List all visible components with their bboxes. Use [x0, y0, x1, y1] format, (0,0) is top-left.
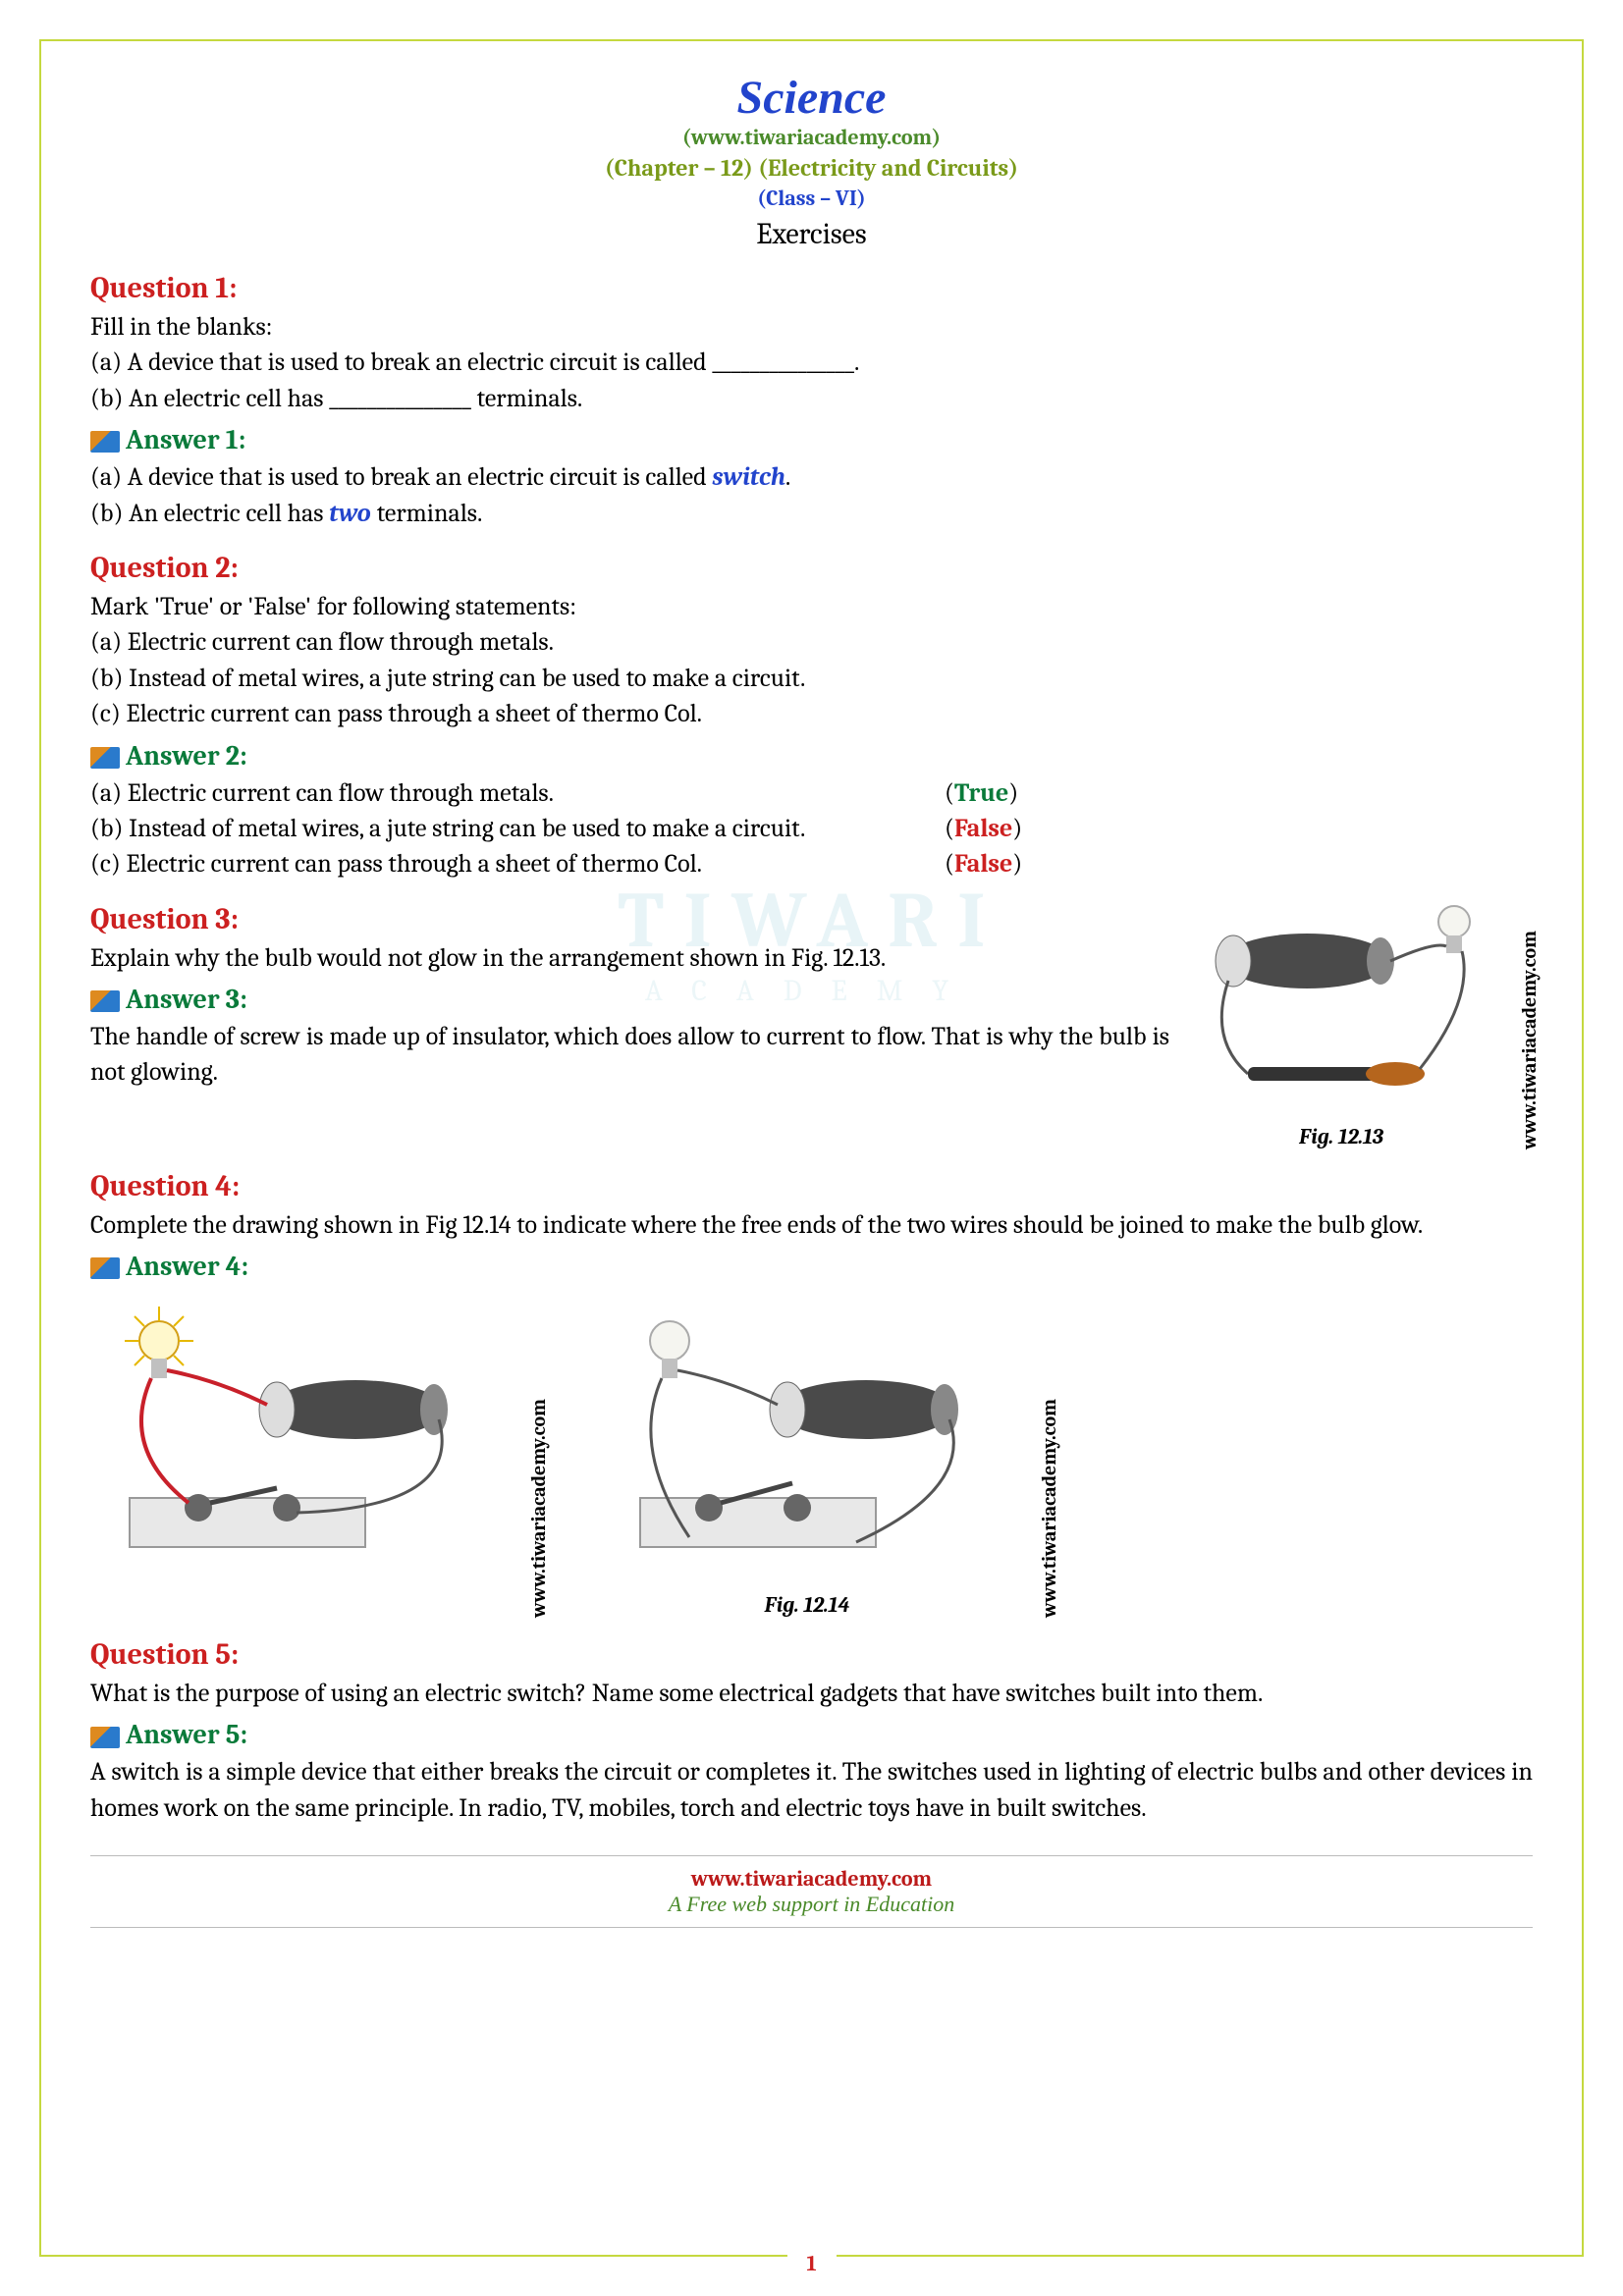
a4-label: Answer 4:	[90, 1251, 1533, 1282]
a5-label: Answer 5:	[90, 1719, 1533, 1750]
footer-tag: A Free web support in Education	[90, 1892, 1533, 1917]
page-border: TIWARI ACADEMY Science (www.tiwariacadem…	[39, 39, 1584, 2257]
exercises-heading: Exercises	[90, 217, 1533, 251]
a2-c-paren: (False)	[945, 846, 1022, 881]
website-link: (www.tiwariacademy.com)	[90, 125, 1533, 150]
a5-text: A switch is a simple device that either …	[90, 1754, 1533, 1826]
a2-row-a: (a) Electric current can flow through me…	[90, 775, 1533, 811]
q5-text: What is the purpose of using an electric…	[90, 1676, 1533, 1711]
footer-url: www.tiwariacademy.com	[90, 1866, 1533, 1892]
q1-intro: Fill in the blanks:	[90, 309, 1533, 345]
a2-row-b: (b) Instead of metal wires, a jute strin…	[90, 811, 1533, 846]
fig-12-14-url: www.tiwariacademy.com	[1038, 1292, 1060, 1618]
chapter-line: (Chapter – 12) (Electricity and Circuits…	[90, 154, 1533, 182]
a1-b-hl: two	[329, 499, 371, 528]
q2-label: Question 2:	[90, 551, 1533, 585]
fig-12-14-svg	[601, 1292, 1013, 1586]
q2-intro: Mark 'True' or 'False' for following sta…	[90, 589, 1533, 624]
a2-a-stmt: (a) Electric current can flow through me…	[90, 775, 945, 811]
a3-text: The handle of screw is made up of insula…	[90, 1019, 1169, 1091]
title: Science	[90, 71, 1533, 125]
header: Science (www.tiwariacademy.com) (Chapter…	[90, 71, 1533, 251]
a1-b-post: terminals.	[371, 499, 482, 528]
a1-a-hl: switch	[712, 462, 785, 492]
a1-b-pre: (b) An electric cell has	[90, 499, 329, 528]
a2-row-c: (c) Electric current can pass through a …	[90, 846, 1533, 881]
q2-c: (c) Electric current can pass through a …	[90, 696, 1533, 731]
q3-label: Question 3:	[90, 902, 1169, 936]
a2-b-paren: (False)	[945, 811, 1022, 846]
q2-b: (b) Instead of metal wires, a jute strin…	[90, 661, 1533, 696]
a1-a: (a) A device that is used to break an el…	[90, 459, 1533, 495]
fig-12-14-answer-svg	[90, 1292, 503, 1586]
a1-b: (b) An electric cell has two terminals.	[90, 496, 1533, 531]
a1-label: Answer 1:	[90, 424, 1533, 455]
a2-label: Answer 2:	[90, 740, 1533, 772]
a2-a-val: True	[954, 778, 1008, 808]
q3-text: Explain why the bulb would not glow in t…	[90, 940, 1169, 976]
a2-b-stmt: (b) Instead of metal wires, a jute strin…	[90, 811, 945, 846]
a2-c-val: False	[954, 849, 1012, 879]
a2-b-val: False	[954, 814, 1012, 843]
q1-b: (b) An electric cell has _______________…	[90, 381, 1533, 416]
fig-12-13-svg	[1189, 882, 1493, 1118]
fig-12-14: Fig. 12.14 www.tiwariacademy.com	[601, 1292, 1053, 1618]
q2-a: (a) Electric current can flow through me…	[90, 624, 1533, 660]
fig-12-14-answer: www.tiwariacademy.com	[90, 1292, 542, 1618]
fig-12-13-caption: Fig. 12.13	[1189, 1124, 1493, 1149]
a1-a-post: .	[785, 462, 790, 492]
fig-12-14-caption: Fig. 12.14	[601, 1592, 1013, 1618]
fig-12-13-url: www.tiwariacademy.com	[1518, 882, 1541, 1149]
a1-a-pre: (a) A device that is used to break an el…	[90, 462, 712, 492]
q1-label: Question 1:	[90, 271, 1533, 305]
q4-text: Complete the drawing shown in Fig 12.14 …	[90, 1207, 1533, 1243]
fig-12-14-answer-url: www.tiwariacademy.com	[527, 1292, 550, 1618]
q5-label: Question 5:	[90, 1637, 1533, 1672]
q4-label: Question 4:	[90, 1169, 1533, 1203]
fig-12-13: Fig. 12.13 www.tiwariacademy.com	[1189, 882, 1533, 1149]
a2-c-stmt: (c) Electric current can pass through a …	[90, 846, 945, 881]
class-line: (Class – VI)	[90, 186, 1533, 211]
page-number: 1	[786, 2251, 836, 2276]
a2-a-paren: (True)	[945, 775, 1018, 811]
q1-a: (a) A device that is used to break an el…	[90, 345, 1533, 380]
footer: www.tiwariacademy.com A Free web support…	[90, 1855, 1533, 1928]
a3-label: Answer 3:	[90, 984, 1169, 1015]
